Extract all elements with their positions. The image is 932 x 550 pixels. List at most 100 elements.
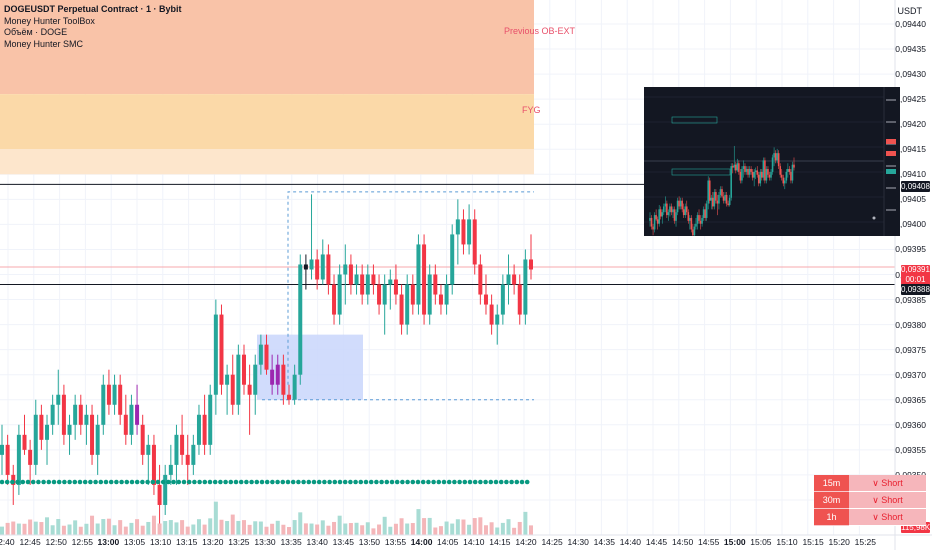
signal-dot xyxy=(394,479,400,485)
signal-dot xyxy=(145,479,150,485)
time-tick: 13:05 xyxy=(123,537,146,547)
signal-dot xyxy=(171,479,176,485)
candle-body xyxy=(78,404,83,425)
time-tick: 14:35 xyxy=(593,537,615,547)
time-tick: 13:30 xyxy=(254,537,276,547)
volume-bar xyxy=(50,525,55,535)
signal-dot xyxy=(316,479,322,485)
candle-body xyxy=(450,234,455,285)
inset-body xyxy=(793,164,795,168)
candle-body xyxy=(151,444,156,485)
candle-body xyxy=(343,264,348,275)
indicator-smc[interactable]: Money Hunter SMC xyxy=(4,38,84,49)
inset-body xyxy=(787,169,789,172)
volume-bar xyxy=(84,523,89,535)
signal-dot xyxy=(140,479,145,485)
indicator-volume[interactable]: Объём · DOGE xyxy=(4,27,68,37)
signal-dot xyxy=(186,479,192,485)
indicator-toolbox[interactable]: Money Hunter ToolBox xyxy=(4,15,95,26)
signal-dot xyxy=(431,479,436,485)
price-tick: 0,09420 xyxy=(895,119,926,130)
signal-dot xyxy=(166,479,171,485)
time-tick: 13:35 xyxy=(280,537,302,547)
volume-bar xyxy=(393,523,398,535)
signal-dot xyxy=(51,479,57,485)
price-tick: 0,09375 xyxy=(895,344,926,355)
volume-bar xyxy=(67,524,72,535)
signal-dot xyxy=(519,479,525,485)
candle-body xyxy=(438,294,443,305)
volume-bar xyxy=(281,524,286,535)
volume-bar xyxy=(399,518,404,535)
volume-bar xyxy=(241,520,246,535)
time-tick: 14:10 xyxy=(463,537,485,547)
current-price-value: 0,09391 xyxy=(901,265,930,274)
volume-bar xyxy=(230,514,235,535)
volume-bar xyxy=(28,519,33,535)
signal-dot xyxy=(176,479,182,485)
inset-body xyxy=(739,171,742,181)
volume-bar xyxy=(270,523,275,535)
inset-body xyxy=(664,203,667,207)
volume-bar xyxy=(196,519,201,535)
inset-body xyxy=(754,170,757,172)
volume-bar xyxy=(275,520,280,535)
price-tick: 0,09430 xyxy=(895,69,926,80)
volume-bar xyxy=(0,526,4,535)
inset-body xyxy=(757,174,760,184)
candle-body xyxy=(393,279,398,295)
signal-dot xyxy=(36,479,41,485)
signal-row: 1h ∨ Short xyxy=(814,509,926,526)
symbol-title[interactable]: DOGEUSDT Perpetual Contract · 1 · Bybit xyxy=(4,4,182,14)
candle-body xyxy=(106,384,111,405)
inset-body xyxy=(734,164,737,171)
candle-body xyxy=(163,474,168,505)
candle-body xyxy=(365,274,370,295)
level-tag-upper: 0,09408 xyxy=(901,181,930,192)
bar-countdown: 00:01 xyxy=(905,275,926,284)
signal-dot xyxy=(93,479,98,485)
volume-bar xyxy=(118,520,123,535)
candle-body xyxy=(84,414,89,425)
time-tick: 14:15 xyxy=(489,537,511,547)
candle-body xyxy=(275,364,280,385)
candle-body xyxy=(529,259,533,270)
price-tick: 0,09360 xyxy=(895,419,926,430)
inset-body xyxy=(724,194,726,201)
inset-body xyxy=(767,169,769,175)
inset-body xyxy=(701,217,703,224)
inset-body xyxy=(782,177,785,184)
inset-body xyxy=(744,166,746,172)
price-tick: 0,09415 xyxy=(895,144,926,155)
candle-body xyxy=(478,264,483,295)
inset-body xyxy=(662,206,665,213)
volume-bar xyxy=(5,522,10,535)
candle-body xyxy=(56,394,61,405)
volume-bar xyxy=(202,524,207,535)
candle-body xyxy=(236,354,241,405)
candle-body xyxy=(422,244,427,315)
candle-body xyxy=(95,424,100,455)
inset-body xyxy=(696,215,699,224)
volume-bar xyxy=(191,524,196,535)
inset-body xyxy=(653,215,656,230)
candle-body xyxy=(506,274,511,285)
inset-body xyxy=(753,171,755,178)
volume-bar xyxy=(529,525,533,535)
signal-dot xyxy=(88,479,93,485)
signal-dot xyxy=(348,479,353,485)
price-tick: 0,09355 xyxy=(895,444,926,455)
signal-dot xyxy=(155,479,161,485)
signal-dot xyxy=(322,479,327,485)
axis-unit[interactable]: USDT xyxy=(897,6,923,16)
signal-dot xyxy=(212,479,218,485)
volume-bar xyxy=(427,517,432,535)
signal-dot xyxy=(509,479,514,485)
signal-dot xyxy=(108,479,114,485)
signal-dot xyxy=(467,479,473,485)
signal-direction-label: Short xyxy=(881,512,903,522)
inset-body xyxy=(704,209,706,218)
candle-body xyxy=(315,259,320,280)
candle-body xyxy=(28,449,33,465)
